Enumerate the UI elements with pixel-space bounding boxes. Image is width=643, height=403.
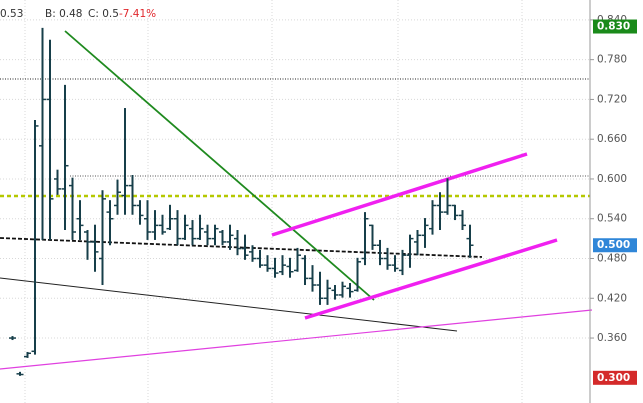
y-tick-label: 0.480	[597, 253, 627, 265]
quote-open: 0.53	[0, 8, 23, 20]
y-tick-label: 0.660	[597, 133, 627, 145]
trend-line	[64, 30, 375, 301]
y-tick-label: 0.360	[597, 332, 627, 344]
grid	[0, 19, 590, 339]
trend-line	[0, 309, 593, 370]
bars	[9, 27, 474, 376]
y-tick-label: 0.540	[597, 213, 627, 225]
y-tick-label: 0.600	[597, 173, 627, 185]
quote-bid: B: 0.48	[45, 8, 82, 20]
price-label-box	[593, 19, 637, 34]
price-label: 0.830	[597, 21, 630, 33]
drawings	[0, 30, 593, 370]
trend-line	[0, 277, 458, 332]
price-label: 0.500	[597, 239, 630, 251]
price-label: 0.300	[597, 372, 630, 384]
quote-close: C: 0.5	[88, 8, 119, 20]
y-tick-label: 0.420	[597, 292, 627, 304]
quote-change: -7.41%	[119, 8, 156, 20]
y-tick-label: 0.780	[597, 54, 627, 66]
trend-line	[0, 237, 483, 258]
y-tick-label: 0.720	[597, 93, 627, 105]
channel-line	[304, 238, 558, 320]
price-axis: 0.8400.7800.7200.6600.6000.5400.4800.420…	[589, 0, 637, 403]
channel-line	[271, 152, 528, 237]
price-label-box	[593, 370, 637, 385]
price-label-box	[593, 238, 637, 253]
